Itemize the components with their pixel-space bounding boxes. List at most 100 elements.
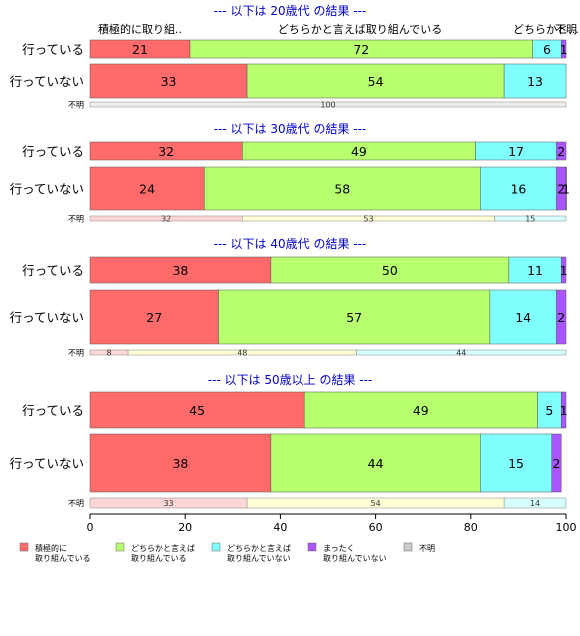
x-tick-label: 100 [556,521,577,534]
bar-value-label: 38 [172,456,188,471]
bar-value-label: 2 [553,456,561,471]
bar-value-label: 45 [189,403,205,418]
unknown-value-label: 14 [530,499,540,508]
bar-segment [503,63,567,99]
legend-label: 取り組んでいない [227,553,291,563]
bar-value-label: 54 [368,74,384,89]
bar-value-label: 57 [346,310,362,325]
legend-label: どちらかと言えば [131,543,195,553]
row-label: 行っていない [10,456,84,471]
bar-segment [551,433,562,493]
legend-label: 取り組んでいない [323,553,387,563]
unknown-value-label: 32 [161,215,171,224]
unknown-row-label: 不明 [68,499,84,508]
bar-segment [480,166,557,211]
unknown-value-label: 48 [237,349,247,358]
bar-value-label: 72 [353,42,369,57]
bar-segment [556,289,567,345]
unknown-row-label: 不明 [68,349,84,358]
panel-title: --- 以下は 30歳代 の結果 --- [214,122,367,136]
unknown-value-label: 44 [456,349,466,358]
top-category-label: どちらかと言えば取り組んでいる [278,23,442,36]
x-tick-label: 40 [273,521,287,534]
bar-value-label: 1 [560,42,568,57]
legend-label: 積極的に [35,543,67,553]
bar-value-label: 49 [351,144,367,159]
bar-value-label: 15 [508,456,524,471]
unknown-value-label: 15 [525,215,535,224]
bar-value-label: 2 [557,310,565,325]
row-label: 行っている [22,263,84,278]
bar-segment [556,141,567,161]
bar-value-label: 38 [172,263,188,278]
x-tick-label: 0 [87,521,94,534]
bar-segment [508,256,562,284]
unknown-value-label: 33 [163,499,173,508]
unknown-row-label: 不明 [68,215,84,224]
bar-value-label: 1 [562,182,570,197]
x-tick-label: 60 [369,521,383,534]
bar-value-label: 11 [527,263,543,278]
bar-segment [565,166,567,211]
bar-segment [89,63,248,99]
bar-value-label: 2 [557,182,565,197]
row-label: 行っていない [10,74,84,89]
bar-value-label: 6 [543,42,551,57]
bar-segment [89,391,305,429]
bar-value-label: 17 [508,144,524,159]
bar-value-label: 5 [545,403,553,418]
unknown-value-label: 8 [106,349,111,358]
bar-value-label: 1 [560,263,568,278]
bar-segment [89,289,219,345]
row-label: 行っている [22,42,84,57]
top-category-label: 積極的に取り組.. [98,22,182,36]
bar-value-label: 14 [515,310,531,325]
legend-swatch [115,542,125,552]
panel-title: --- 以下は 20歳代 の結果 --- [214,4,367,18]
unknown-bar-segment [356,349,567,356]
bar-segment [89,166,205,211]
legend-swatch [211,542,221,552]
unknown-value-label: 100 [320,101,335,110]
bar-value-label: 33 [161,74,177,89]
bar-value-label: 21 [132,42,148,57]
row-label: 行っている [22,403,84,418]
bar-value-label: 13 [527,74,543,89]
bar-value-label: 27 [146,310,162,325]
legend-swatch [307,542,317,552]
x-tick-label: 20 [178,521,192,534]
bar-segment [560,39,567,59]
bar-value-label: 32 [158,144,174,159]
panel-title: --- 以下は 40歳代 の結果 --- [214,237,367,251]
panel-title: --- 以下は 50歳以上 の結果 --- [208,373,373,387]
bar-segment [303,391,538,429]
bar-segment [246,63,505,99]
unknown-value-label: 54 [371,499,381,508]
bar-value-label: 16 [510,182,526,197]
legend-label: 取り組んでいる [131,553,187,563]
bar-segment [560,391,567,429]
bar-segment [89,433,272,493]
bar-value-label: 44 [368,456,384,471]
top-category-label: どちらかと… [513,23,579,36]
legend-swatch [403,542,413,552]
row-label: 行っていない [10,310,84,325]
bar-value-label: 24 [139,182,155,197]
unknown-bar-segment [89,101,567,108]
unknown-bar-segment [494,215,567,222]
legend-label: どちらかと言えば [227,543,291,553]
bar-value-label: 50 [382,263,398,278]
row-label: 行っていない [10,182,84,197]
row-label: 行っている [22,144,84,159]
bar-segment [203,166,481,211]
bar-segment [560,256,567,284]
bar-value-label: 1 [560,403,568,418]
unknown-value-label: 53 [363,215,373,224]
x-tick-label: 80 [464,521,478,534]
legend-label: 不明 [419,544,435,553]
legend-label: 取り組んでいる [35,553,91,563]
bar-value-label: 49 [413,403,429,418]
legend-label: まったく [323,544,355,553]
bar-segment [489,289,557,345]
